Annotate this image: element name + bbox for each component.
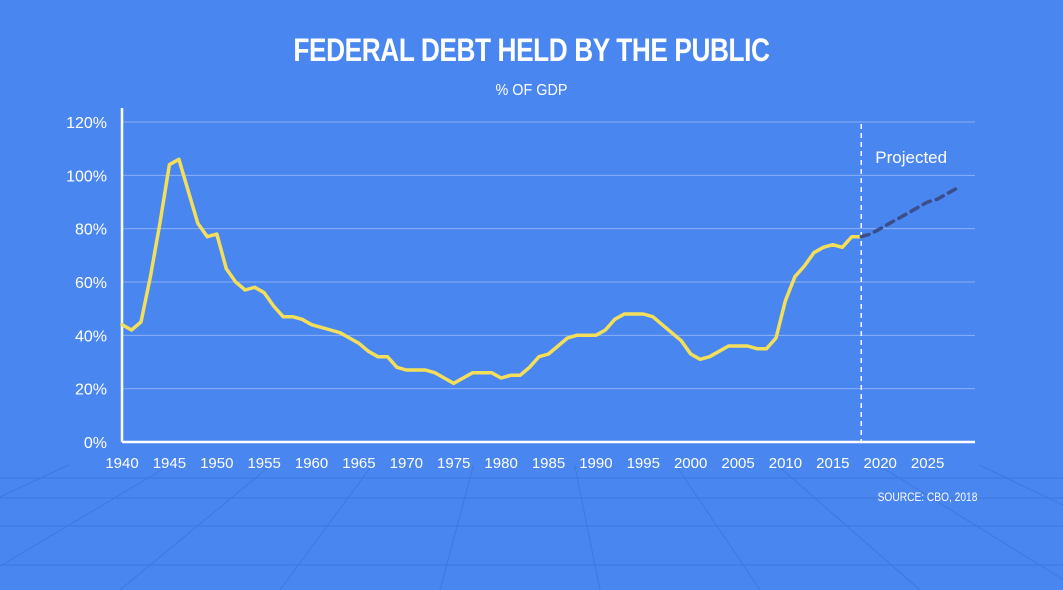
projection-label: Projected <box>875 148 947 167</box>
chart-subtitle: % OF GDP <box>495 82 568 99</box>
floor-line <box>776 464 921 590</box>
x-tick-label: 1980 <box>484 455 517 472</box>
floor-line <box>675 464 761 590</box>
floor-line <box>574 464 601 590</box>
floor-line <box>0 464 69 498</box>
x-tick-label: 1985 <box>532 455 565 472</box>
axes <box>120 108 975 444</box>
x-tick-label: 2025 <box>911 455 944 472</box>
x-axis-tick-labels: 1940 1945 1950 1955 1960 1965 1970 1975 1980 1985… <box>105 455 944 472</box>
floor-line <box>979 464 1063 506</box>
x-tick-label: 1990 <box>579 455 612 472</box>
source-note: SOURCE: CBO, 2018 <box>877 490 977 504</box>
x-tick-label: 2005 <box>721 455 754 472</box>
y-tick-label: 120% <box>66 115 107 132</box>
x-tick-label: 2015 <box>816 455 849 472</box>
x-tick-label: 2000 <box>674 455 707 472</box>
x-tick-label: 1945 <box>153 455 186 472</box>
floor-line <box>0 464 171 567</box>
x-tick-label: 1955 <box>247 455 280 472</box>
x-tick-label: 1940 <box>105 455 138 472</box>
projection-marker: Projected <box>860 124 947 442</box>
chart-title: FEDERAL DEBT HELD BY THE PUBLIC <box>293 32 770 68</box>
y-tick-label: 20% <box>75 382 107 399</box>
y-tick-label: 60% <box>75 275 107 292</box>
y-tick-label: 80% <box>75 222 107 239</box>
x-tick-label: 2020 <box>864 455 897 472</box>
x-tick-label: 1995 <box>627 455 660 472</box>
floor-line <box>119 464 272 590</box>
x-tick-label: 1970 <box>390 455 423 472</box>
y-tick-label: 40% <box>75 328 107 345</box>
y-tick-label: 0% <box>84 435 107 452</box>
y-axis-tick-labels: 0% 20% 40% 60% 80% 100% 120% <box>66 115 107 452</box>
x-tick-label: 2010 <box>769 455 802 472</box>
gridlines <box>122 121 975 390</box>
y-tick-label: 100% <box>66 168 107 185</box>
floor-line <box>877 464 1063 581</box>
x-tick-label: 1960 <box>295 455 328 472</box>
floor-line <box>439 464 474 590</box>
historical-series-line <box>120 157 864 386</box>
x-tick-label: 1950 <box>200 455 233 472</box>
x-tick-label: 1975 <box>437 455 470 472</box>
projected-series-line <box>859 186 958 239</box>
perspective-floor-grid <box>0 464 1063 590</box>
x-tick-label: 1965 <box>342 455 375 472</box>
floor-line <box>279 464 373 590</box>
series-lines <box>120 157 958 386</box>
